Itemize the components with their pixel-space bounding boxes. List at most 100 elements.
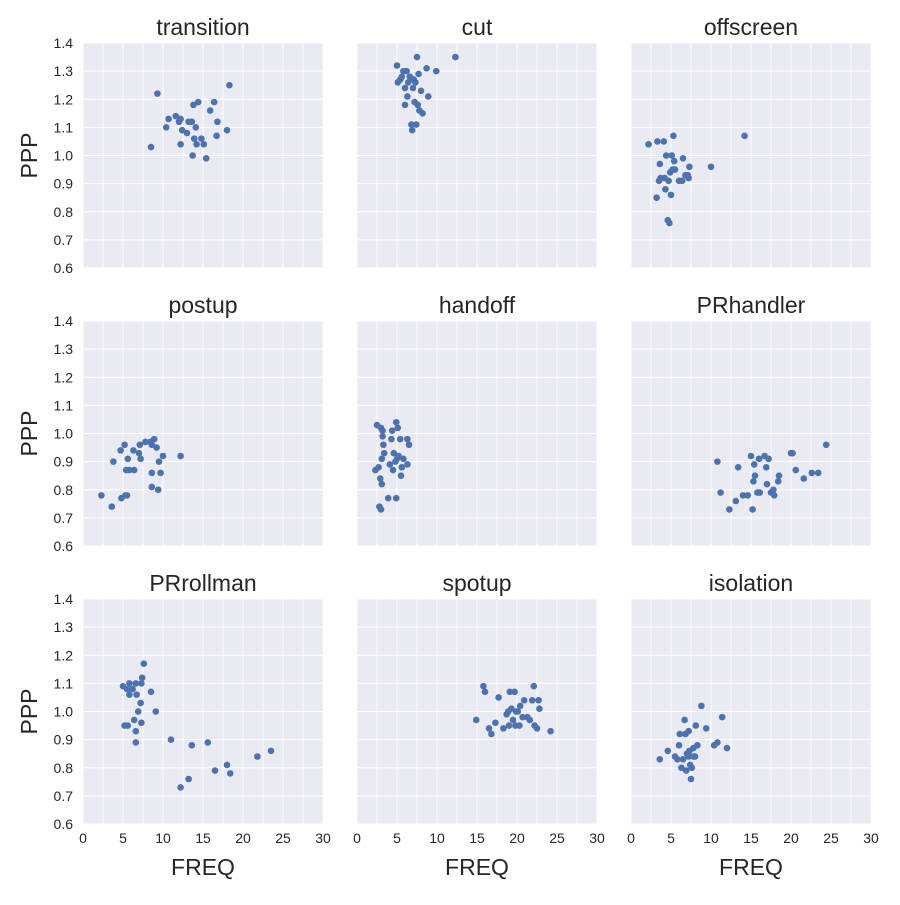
scatter-point: [267, 747, 275, 755]
scatter-point: [392, 418, 400, 426]
scatter-point: [739, 492, 747, 499]
panel-offscreen: offscreen: [630, 14, 872, 269]
scatter-point: [386, 461, 394, 468]
scatter-point: [117, 447, 124, 454]
scatter-point: [665, 177, 672, 185]
scatter-point: [388, 427, 396, 434]
scatter-point: [126, 466, 133, 474]
scatter-point: [204, 739, 212, 746]
scatter-point: [135, 449, 143, 457]
scatter-point: [547, 727, 554, 735]
scatter-point: [645, 140, 652, 148]
scatter-point: [394, 424, 402, 432]
y-tick-label: 1.4: [54, 313, 74, 329]
scatter-point: [750, 478, 757, 485]
scatter-point: [193, 140, 200, 148]
y-tick-label: 1.4: [54, 591, 74, 607]
scatter-point: [765, 455, 772, 463]
scatter-point: [190, 135, 198, 142]
scatter-point: [390, 449, 398, 457]
scatter-point: [692, 722, 700, 729]
scatter-point: [670, 157, 678, 165]
scatter-point: [681, 716, 688, 724]
x-tick-label: 15: [195, 830, 211, 846]
scatter-point: [162, 124, 170, 131]
scatter-point: [707, 163, 715, 171]
scatter-point: [506, 688, 514, 696]
scatter-point: [492, 719, 499, 727]
y-axis-label: PPP: [16, 410, 42, 456]
scatter-point: [213, 132, 220, 140]
scatter-point: [124, 722, 132, 729]
y-tick-label: 0.6: [54, 816, 74, 832]
scatter-point: [744, 492, 752, 499]
scatter-point: [664, 747, 672, 755]
scatter-point: [110, 458, 117, 465]
scatter-point: [376, 475, 384, 482]
scatter-point: [668, 152, 676, 159]
scatter-point: [155, 458, 163, 465]
scatter-point: [774, 478, 782, 485]
scatter-point: [789, 449, 796, 457]
panel-title: transition: [156, 14, 249, 40]
scatter-point: [495, 694, 502, 701]
scatter-point: [379, 427, 386, 434]
scatter-point: [419, 110, 426, 117]
scatter-point: [656, 160, 664, 168]
scatter-point: [415, 70, 422, 78]
scatter-point: [404, 461, 411, 468]
x-tick-label: 5: [393, 830, 401, 846]
scatter-point: [194, 98, 202, 106]
scatter-point: [136, 441, 144, 449]
scatter-point: [814, 469, 822, 477]
x-tick-label: 20: [509, 830, 525, 846]
x-tick-label: 0: [353, 830, 361, 846]
panel-PRhandler: PRhandler: [630, 292, 872, 547]
scatter-point: [159, 452, 167, 460]
scatter-point: [516, 702, 524, 710]
scatter-point: [423, 65, 430, 72]
panel-title: PRrollman: [149, 570, 256, 596]
scatter-point: [520, 696, 528, 704]
x-tick-label: 0: [627, 830, 635, 846]
scatter-point: [123, 685, 131, 693]
x-tick-label: 0: [79, 830, 87, 846]
scatter-point: [396, 435, 404, 443]
x-tick-label: 10: [703, 830, 719, 846]
scatter-point: [674, 756, 681, 763]
scatter-point: [393, 62, 401, 69]
scatter-point: [108, 503, 116, 510]
panel-PRrollman: PRrollman 0.6 0.7 0.8 0.9 1.0 1.1 1.2 1.3 1.4 PPP 0…: [16, 570, 331, 880]
scatter-point: [678, 177, 686, 185]
scatter-point: [165, 115, 172, 123]
scatter-point: [132, 727, 140, 735]
scatter-point: [378, 480, 386, 488]
y-tick-label: 0.8: [54, 482, 74, 498]
scatter-point: [377, 506, 385, 513]
scatter-point: [398, 463, 406, 471]
scatter-point: [137, 455, 144, 463]
scatter-point: [123, 492, 131, 499]
x-axis-label: FREQ: [171, 854, 235, 880]
scatter-point: [409, 84, 417, 92]
panel-title: PRhandler: [697, 292, 806, 318]
scatter-point: [763, 480, 771, 488]
scatter-point: [481, 688, 489, 696]
scatter-point: [223, 761, 231, 769]
scatter-point: [206, 107, 214, 114]
scatter-point: [792, 466, 800, 474]
scatter-point: [210, 98, 218, 106]
scatter-point: [183, 129, 191, 137]
scatter-point: [685, 753, 692, 760]
scatter-point: [528, 696, 536, 704]
x-tick-label: 5: [667, 830, 675, 846]
scatter-point: [526, 716, 534, 724]
y-tick-label: 1.0: [54, 148, 74, 164]
scatter-point: [808, 469, 816, 477]
scatter-point: [678, 764, 685, 772]
scatter-point: [154, 486, 162, 494]
scatter-point: [686, 163, 693, 171]
y-tick-label: 1.2: [54, 91, 74, 107]
scatter-point: [670, 132, 677, 140]
